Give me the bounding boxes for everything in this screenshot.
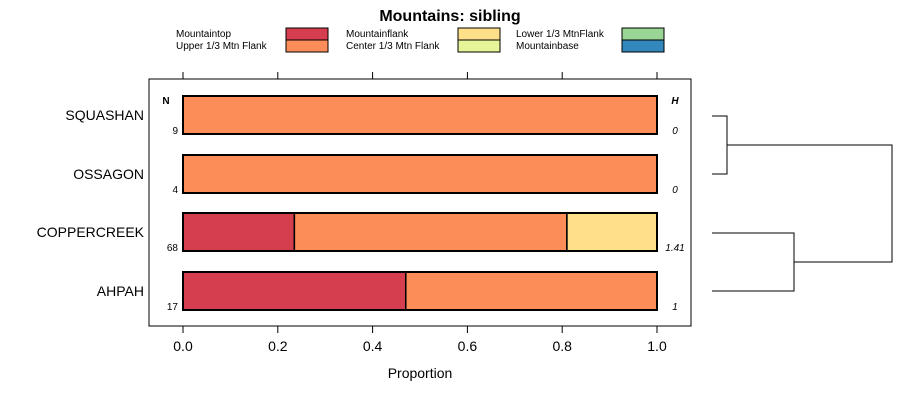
legend-label-upper-1-3-mtn-flank: Upper 1/3 Mtn Flank [176, 41, 268, 52]
bar-outline-ossagon [182, 154, 658, 194]
bar-coppercreek-upper-1-3-mtn-flank [293, 212, 568, 252]
x-axis-title: Proportion [388, 365, 453, 381]
legend-swatch-mountainflank [457, 27, 501, 41]
h-value-squashan: 0 [672, 126, 678, 137]
x-tick-label: 0.6 [458, 338, 478, 354]
x-tick-label: 0.8 [552, 338, 572, 354]
x-tick-label: 0.4 [363, 338, 383, 354]
x-tick-label: 1.0 [647, 338, 667, 354]
legend-swatch-mountainbase [621, 39, 665, 53]
bar-coppercreek-mountainflank [566, 212, 658, 252]
n-h-annotations: 9 0 4 0 68 1.41 17 1 [167, 126, 685, 313]
h-value-ossagon: 0 [672, 185, 678, 196]
legend-swatch-mountaintop [285, 27, 329, 41]
x-tick-label: 0.0 [173, 338, 193, 354]
category-label-coppercreek: COPPERCREEK [37, 224, 145, 240]
bar-squashan-upper-1-3-mtn-flank [182, 95, 658, 135]
bar-ahpah-upper-1-3-mtn-flank [405, 271, 658, 311]
bars [182, 95, 658, 311]
x-axis: 0.0 0.2 0.4 0.6 0.8 1.0 [173, 72, 667, 354]
dendrogram-branch-root [727, 144, 893, 263]
n-value-ossagon: 4 [172, 185, 178, 196]
legend-swatch-lower-1-3-mtnflank [621, 27, 665, 41]
h-value-coppercreek: 1.41 [665, 243, 684, 254]
bar-ahpah-mountaintop [182, 271, 407, 311]
bar-outline-ahpah [182, 271, 658, 311]
legend-label-center-1-3-mtn-flank: Center 1/3 Mtn Flank [346, 41, 440, 52]
dendrogram [712, 115, 893, 292]
category-label-ossagon: OSSAGON [73, 166, 144, 182]
bar-outline-coppercreek [182, 212, 658, 252]
legend-label-mountaintop: Mountaintop [176, 29, 231, 40]
dendrogram-branch-bottom [712, 232, 795, 292]
n-value-coppercreek: 68 [167, 243, 179, 254]
category-label-squashan: SQUASHAN [65, 107, 144, 123]
bar-outline-squashan [182, 95, 658, 135]
h-value-ahpah: 1 [672, 302, 678, 313]
n-value-ahpah: 17 [167, 302, 179, 313]
plot-frame [148, 78, 692, 327]
bar-coppercreek-mountaintop [182, 212, 296, 252]
chart-title: Mountains: sibling [379, 8, 520, 25]
h-header: H [671, 96, 679, 107]
bar-ossagon-upper-1-3-mtn-flank [182, 154, 658, 194]
category-label-ahpah: AHPAH [97, 283, 144, 299]
legend-swatch-upper-1-3-mtn-flank [285, 39, 329, 53]
dendrogram-branch-top [712, 115, 728, 175]
legend-label-mountainflank: Mountainflank [346, 29, 409, 40]
x-tick-label: 0.2 [268, 338, 288, 354]
n-value-squashan: 9 [172, 126, 178, 137]
legend-label-lower-1-3-mtnflank: Lower 1/3 MtnFlank [516, 29, 605, 40]
n-header: N [162, 96, 169, 107]
legend-swatch-center-1-3-mtn-flank [457, 39, 501, 53]
legend-label-mountainbase: Mountainbase [516, 41, 579, 52]
category-labels: SQUASHAN OSSAGON COPPERCREEK AHPAH [37, 107, 145, 299]
